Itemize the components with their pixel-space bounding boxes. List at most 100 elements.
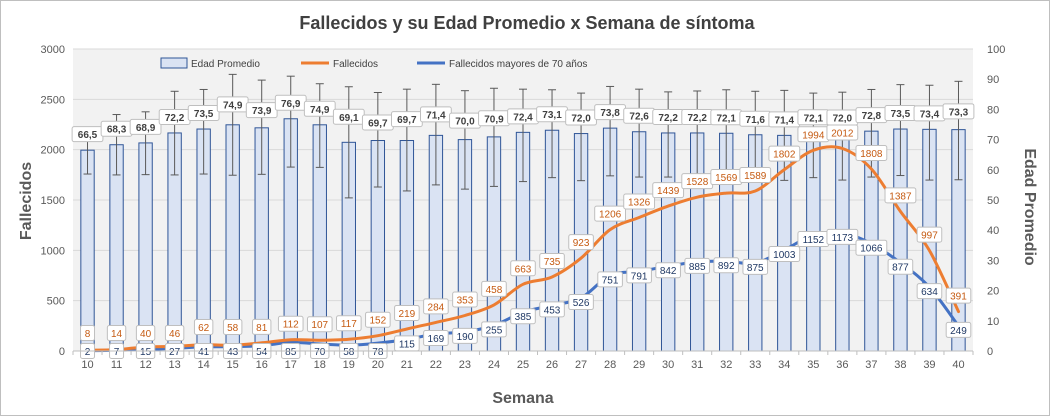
label-edad-promedio-text: 72,1	[716, 113, 736, 124]
label-fallecidos: 152	[365, 311, 391, 328]
label-edad-promedio: 71,4	[768, 111, 801, 128]
label-edad-promedio-text: 76,9	[281, 99, 301, 110]
label-fallecidos-text: 58	[227, 323, 239, 334]
label-mayores-70-text: 7	[114, 347, 120, 358]
label-mayores-70-box	[768, 246, 801, 263]
label-mayores-70-box	[916, 283, 943, 300]
label-fallecidos-text: 1569	[715, 173, 738, 184]
label-edad-promedio-text: 66,5	[78, 130, 98, 141]
label-edad-promedio-text: 71,4	[426, 110, 446, 121]
legend-item-fallecidos-mayores-70: Fallecidos mayores de 70 años	[417, 59, 587, 70]
label-fallecidos-text: 997	[921, 231, 938, 242]
label-fallecidos: 40	[135, 325, 156, 341]
label-fallecidos-text: 1589	[744, 171, 767, 182]
label-mayores-70: 751	[597, 271, 623, 288]
label-fallecidos: 58	[222, 319, 243, 335]
label-edad-promedio-text: 72,0	[833, 114, 853, 125]
label-mayores-70-box	[568, 294, 594, 311]
label-fallecidos-text: 152	[369, 316, 386, 327]
label-mayores-70-box	[423, 329, 449, 346]
label-edad-promedio: 74,9	[216, 96, 249, 113]
label-edad-promedio-text: 72,4	[513, 112, 533, 123]
label-fallecidos: 219	[394, 304, 420, 321]
y-right-tick-label: 70	[987, 135, 999, 147]
label-mayores-70-text: 1152	[803, 235, 825, 246]
label-fallecidos-text: 81	[256, 323, 268, 334]
x-tick-label: 27	[575, 359, 587, 371]
label-mayores-70-box	[887, 258, 914, 275]
label-fallecidos-box	[916, 226, 943, 243]
label-mayores-70: 1173	[826, 228, 859, 245]
label-edad-promedio: 72,1	[710, 109, 743, 126]
label-mayores-70-text: 70	[314, 347, 326, 358]
x-tick-label: 22	[430, 359, 442, 371]
x-tick-label: 15	[227, 359, 239, 371]
label-edad-promedio: 72,4	[507, 108, 539, 125]
label-edad-promedio-text: 73,9	[252, 106, 272, 117]
y-right-tick-label: 10	[987, 316, 999, 328]
label-mayores-70: 885	[684, 257, 710, 274]
y-left-tick-label: 2500	[41, 94, 65, 106]
label-edad-promedio-text: 72,8	[862, 111, 882, 122]
label-fallecidos-box	[539, 253, 565, 270]
label-fallecidos: 1528	[681, 173, 714, 190]
label-mayores-70-text: 875	[747, 263, 764, 274]
data-labels: 66,5 68,3 68,9 72,2 73,5 74,9 73,9 76,9 74,9 69,1…	[71, 94, 975, 359]
label-mayores-70-text: 791	[631, 271, 648, 282]
x-tick-label: 17	[285, 359, 297, 371]
x-tick-label: 28	[604, 359, 616, 371]
label-mayores-70-box	[510, 308, 536, 325]
legend-label-mayores-70: Fallecidos mayores de 70 años	[449, 59, 587, 70]
label-edad-promedio: 72,0	[565, 109, 597, 126]
label-mayores-70-text: 385	[515, 312, 532, 323]
y-right-tick-label: 50	[987, 195, 999, 207]
label-fallecidos: 1439	[652, 182, 685, 199]
chart-title: Fallecidos y su Edad Promedio x Semana d…	[299, 13, 755, 33]
label-fallecidos-text: 1994	[802, 130, 825, 141]
label-fallecidos-text: 107	[311, 320, 328, 331]
label-fallecidos: 2012	[826, 124, 859, 141]
label-edad-promedio: 71,4	[420, 106, 452, 123]
label-fallecidos: 353	[452, 291, 478, 308]
label-fallecidos: 458	[481, 280, 507, 297]
label-fallecidos-box	[365, 311, 391, 328]
label-edad-promedio-text: 74,9	[223, 100, 243, 111]
label-edad-promedio-box	[129, 118, 162, 135]
x-tick-label: 37	[865, 359, 877, 371]
label-edad-promedio-text: 73,5	[194, 109, 214, 120]
label-fallecidos-box	[222, 319, 243, 335]
label-mayores-70-text: 169	[428, 334, 445, 345]
label-mayores-70-box	[481, 321, 507, 338]
label-edad-promedio: 73,9	[245, 102, 278, 119]
label-mayores-70-text: 249	[950, 326, 967, 337]
label-fallecidos-box	[884, 187, 917, 204]
label-mayores-70-box	[855, 239, 888, 256]
label-fallecidos: 1802	[768, 145, 801, 162]
label-fallecidos-box	[481, 280, 507, 297]
label-fallecidos: 62	[193, 319, 214, 335]
label-fallecidos-text: 46	[169, 329, 181, 340]
x-tick-label: 24	[488, 359, 500, 371]
label-fallecidos-text: 1206	[599, 210, 622, 221]
label-fallecidos-box	[306, 316, 333, 333]
label-fallecidos-box	[739, 167, 772, 184]
label-edad-promedio-text: 74,9	[310, 105, 330, 116]
legend-swatch-bar	[160, 57, 188, 69]
label-edad-promedio: 71,6	[739, 110, 772, 127]
label-edad-promedio-text: 69,7	[397, 115, 417, 126]
label-mayores-70-box	[655, 262, 681, 279]
x-tick-label: 10	[81, 359, 93, 371]
label-mayores-70-text: 255	[486, 325, 503, 336]
x-tick-label: 18	[314, 359, 326, 371]
label-fallecidos: 81	[252, 318, 272, 335]
x-tick-label: 40	[952, 359, 964, 371]
label-fallecidos-text: 40	[140, 329, 152, 340]
label-fallecidos-text: 1387	[889, 191, 912, 202]
label-mayores-70-text: 1003	[773, 250, 796, 261]
label-fallecidos: 1326	[623, 193, 656, 210]
label-fallecidos-box	[164, 325, 185, 341]
label-fallecidos: 1387	[884, 187, 917, 204]
label-edad-promedio-text: 71,4	[775, 115, 795, 126]
label-edad-promedio-text: 72,2	[165, 113, 185, 124]
label-fallecidos-box	[252, 318, 272, 335]
